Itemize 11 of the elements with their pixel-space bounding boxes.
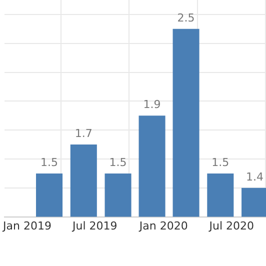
data-label: 1.5 <box>40 156 58 169</box>
x-tick-label: Jul 2020 <box>208 219 254 232</box>
x-tick-label: Jul 2019 <box>71 219 118 232</box>
data-label: 1.7 <box>74 126 92 140</box>
data-label: 2.5 <box>177 11 195 24</box>
data-label: 1.5 <box>109 156 127 169</box>
data-label: 1.9 <box>143 98 161 111</box>
data-label: 1.4 <box>246 170 264 184</box>
x-tick-label: Jan 2019 <box>2 219 52 232</box>
data-label: 1.5 <box>212 156 230 169</box>
x-tick-label: Jan 2020 <box>138 219 188 232</box>
